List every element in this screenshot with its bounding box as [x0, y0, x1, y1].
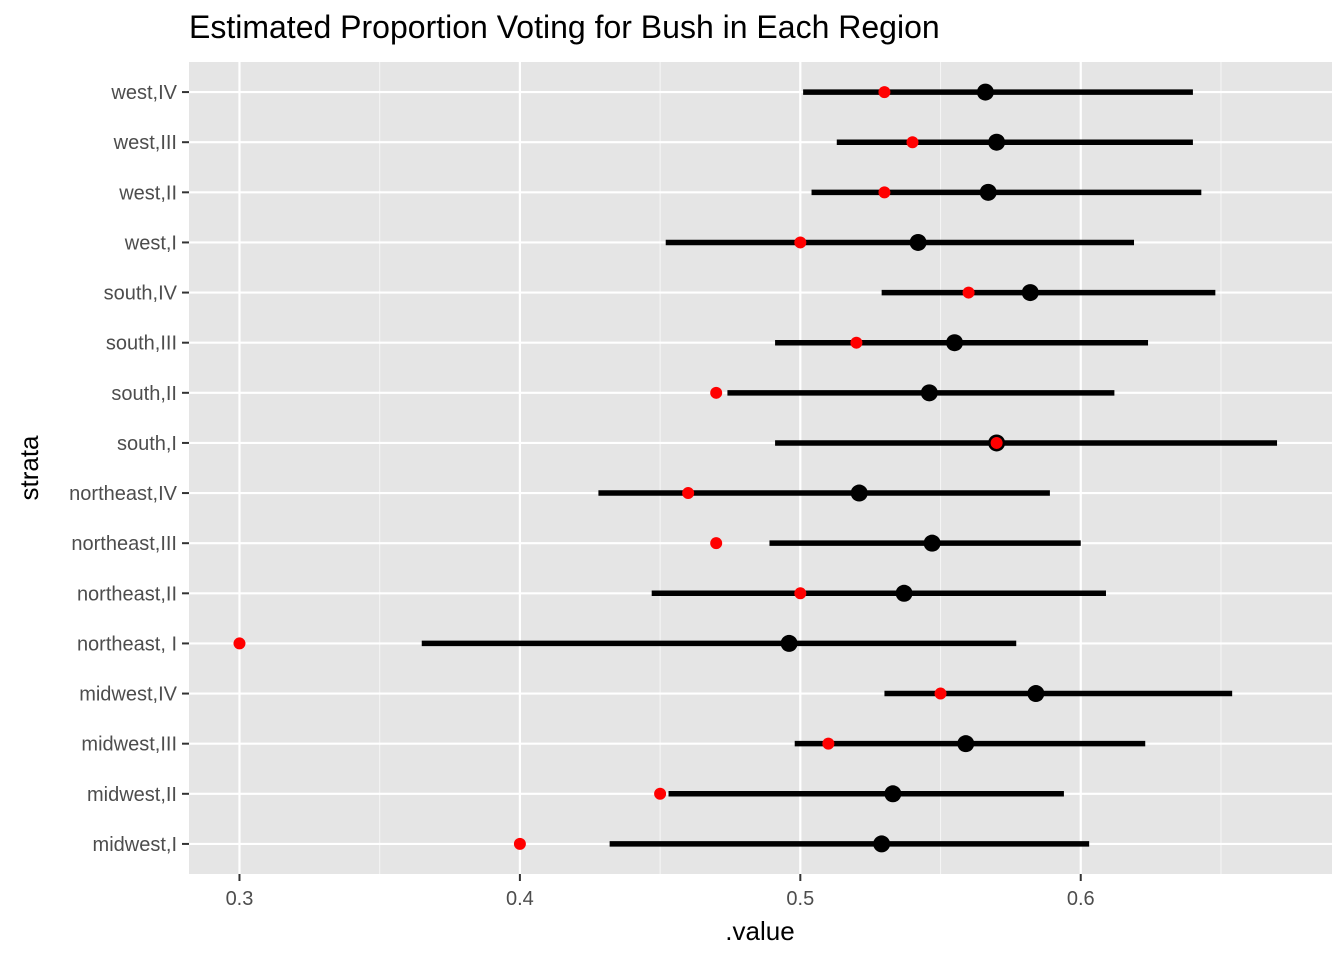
- observed-point-5: [794, 587, 807, 600]
- x-tick-label-3: 0.6: [1067, 888, 1095, 910]
- estimate-point-4: [780, 634, 798, 652]
- observed-point-1: [654, 787, 667, 800]
- y-tick-label-7: northeast,IV: [69, 483, 178, 505]
- y-axis: midwest,I midwest,II midwest,III midwest,IV…: [69, 82, 189, 856]
- estimate-point-3: [1027, 685, 1045, 703]
- x-tick-label-1: 0.4: [506, 888, 534, 910]
- y-tick-label-12: west,I: [124, 232, 177, 254]
- grid-minor: [379, 62, 1222, 874]
- observed-point-10: [850, 336, 863, 349]
- estimate-point-2: [957, 735, 975, 753]
- y-tick-label-8: south,I: [117, 433, 177, 455]
- observed-point-15: [878, 86, 891, 99]
- estimate-point-7: [850, 484, 868, 502]
- estimate-point-12: [909, 233, 927, 251]
- observed-point-13: [878, 186, 891, 199]
- y-tick-label-5: northeast,II: [77, 583, 177, 605]
- estimate-point-11: [1021, 284, 1039, 302]
- y-axis-label: strata: [14, 435, 44, 501]
- observed-point-14: [906, 136, 919, 149]
- observed-point-7: [682, 487, 695, 500]
- y-tick-label-1: midwest,II: [87, 784, 177, 806]
- estimate-point-1: [884, 785, 902, 803]
- y-tick-label-11: south,IV: [104, 283, 178, 305]
- observed-point-6: [710, 537, 723, 550]
- y-tick-label-10: south,III: [106, 333, 177, 355]
- y-tick-label-13: west,II: [118, 182, 177, 204]
- observed-point-3: [934, 687, 947, 700]
- observed-point-9: [710, 386, 723, 399]
- observed-points: [233, 86, 1003, 850]
- estimate-point-15: [976, 83, 994, 101]
- chart-title: Estimated Proportion Voting for Bush in …: [189, 9, 940, 45]
- plot-panel: [189, 62, 1332, 874]
- y-tick-label-9: south,II: [111, 383, 177, 405]
- estimate-point-10: [946, 334, 964, 352]
- observed-point-11: [962, 286, 975, 299]
- observed-point-0: [513, 837, 526, 850]
- observed-point-8: [990, 436, 1003, 449]
- y-tick-label-15: west,IV: [110, 82, 177, 104]
- y-tick-label-4: northeast, I: [77, 633, 177, 655]
- y-tick-label-14: west,III: [113, 132, 177, 154]
- observed-point-2: [822, 737, 835, 750]
- x-axis: 0.3 0.4 0.5 0.6: [226, 874, 1095, 910]
- estimate-point-14: [988, 133, 1006, 151]
- x-tick-label-2: 0.5: [786, 888, 814, 910]
- estimate-point-6: [923, 534, 941, 552]
- observed-point-4: [233, 637, 246, 650]
- observed-point-12: [794, 236, 807, 249]
- estimate-point-5: [895, 584, 913, 602]
- y-tick-label-0: midwest,I: [93, 834, 177, 856]
- estimate-points: [780, 83, 1045, 853]
- y-tick-label-3: midwest,IV: [79, 684, 177, 706]
- estimate-point-0: [873, 835, 891, 853]
- y-tick-label-2: midwest,III: [81, 734, 177, 756]
- x-axis-label: .value: [725, 916, 794, 946]
- y-tick-label-6: northeast,III: [71, 533, 177, 555]
- estimate-point-13: [979, 183, 997, 201]
- x-tick-label-0: 0.3: [226, 888, 254, 910]
- estimate-point-9: [920, 384, 938, 402]
